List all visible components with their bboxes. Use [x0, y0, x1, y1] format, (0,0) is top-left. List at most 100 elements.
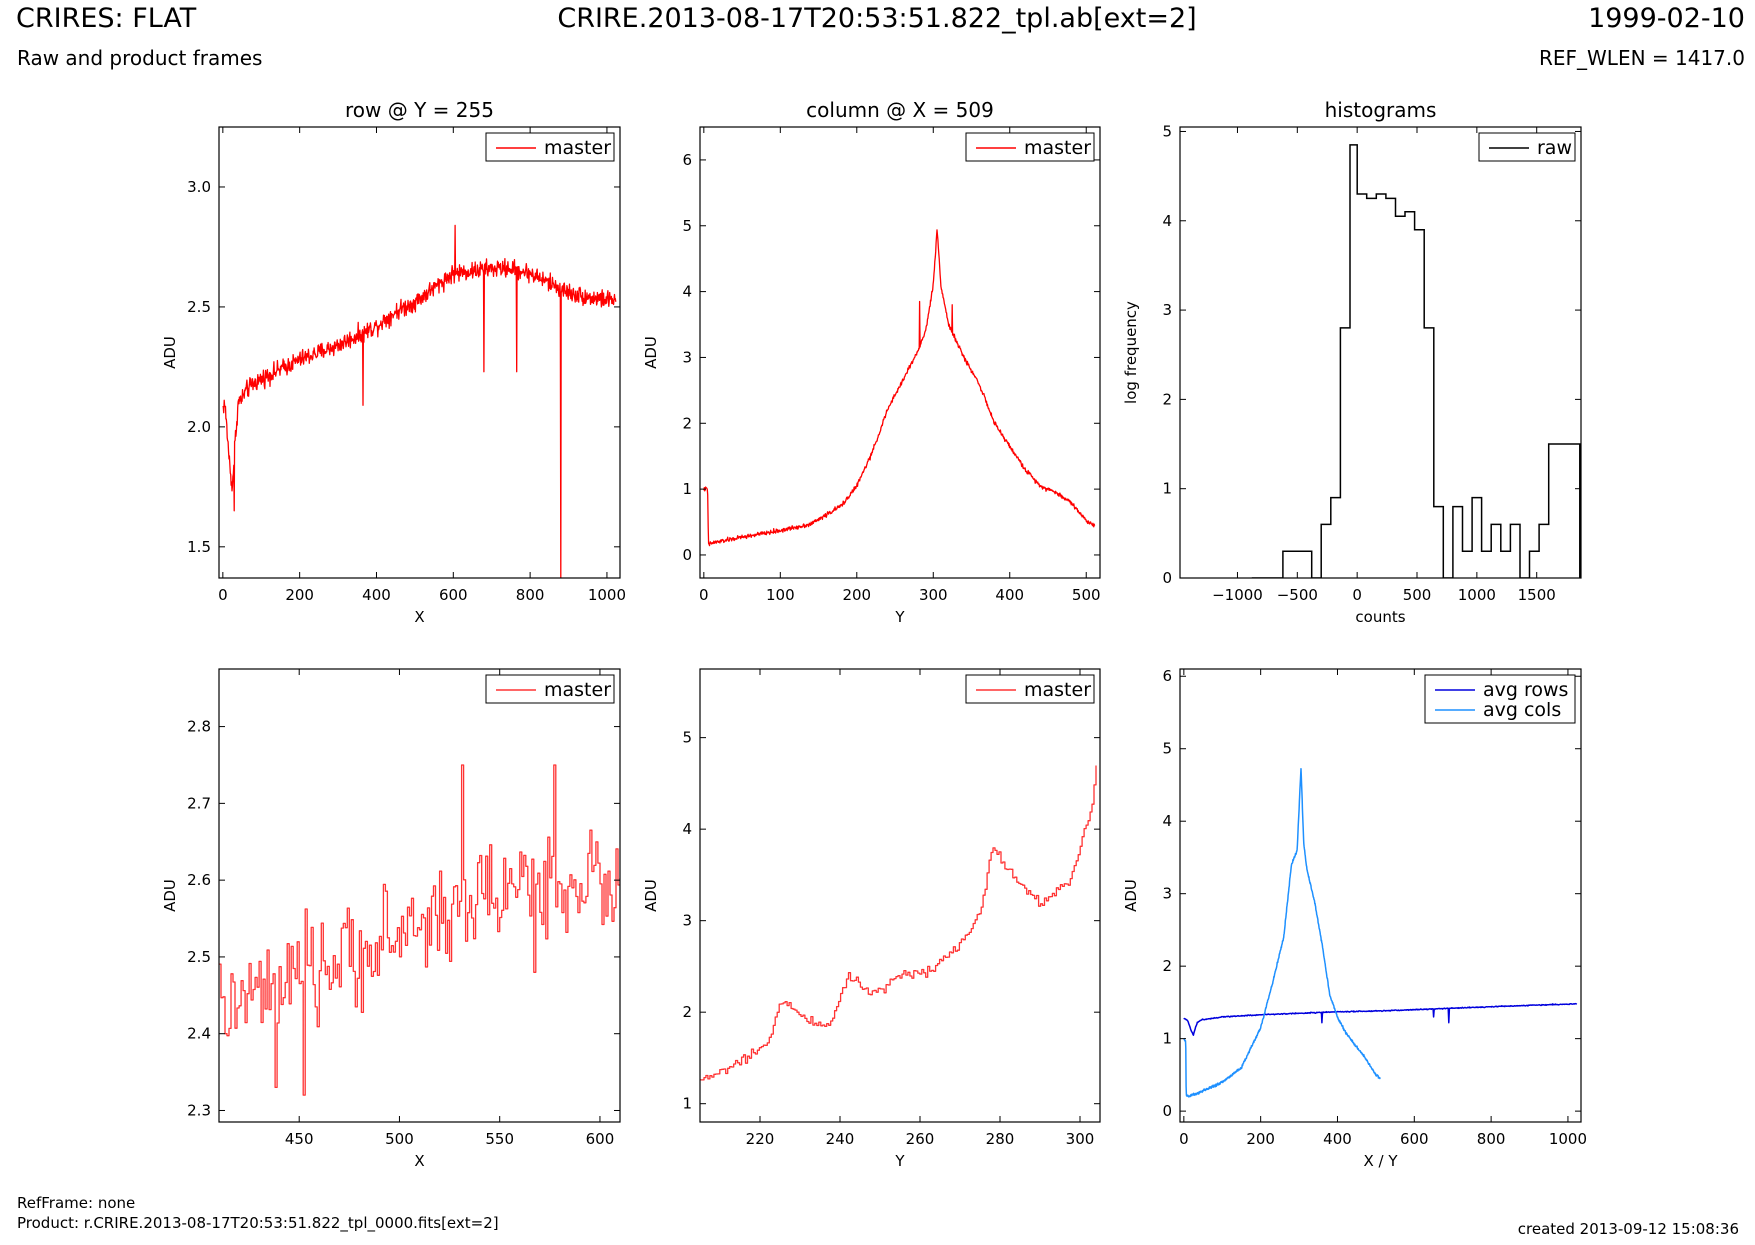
y-axis-label: ADU [161, 336, 179, 369]
y-ticks: 0 1 2 3 4 5 6 [682, 151, 1100, 564]
y-tick-label: 1 [682, 480, 692, 498]
x-tick-label: 0 [1179, 1130, 1189, 1148]
y-ticks: 1.5 2.0 2.5 3.0 [187, 178, 620, 556]
legend: master [965, 674, 1095, 704]
y-tick-label: 2.7 [187, 794, 211, 812]
x-tick-label: 400 [995, 586, 1024, 604]
y-ticks: 0 1 2 3 4 5 6 [1162, 667, 1581, 1120]
y-tick-label: 2.6 [187, 871, 211, 889]
chart-column: 0 100 200 300 400 500 0 1 2 3 4 5 6 column @ X = 509 Y… [642, 98, 1101, 626]
y-tick-label: 6 [1162, 667, 1172, 685]
x-axis-label: X [414, 608, 424, 626]
x-axis-label: X [414, 1152, 424, 1170]
y-axis-label: ADU [161, 879, 179, 912]
y-ticks: 2.3 2.4 2.5 2.6 2.7 2.8 [187, 718, 620, 1119]
axes-frame [1179, 668, 1582, 1123]
plot-area-column-zoom [700, 765, 1097, 1081]
x-tick-label: 300 [919, 586, 948, 604]
x-tick-label: 1000 [1458, 586, 1496, 604]
x-tick-label: −500 [1277, 586, 1318, 604]
x-tick-label: 280 [986, 1130, 1015, 1148]
x-axis-label: X / Y [1363, 1152, 1398, 1170]
plot-area-row [222, 224, 617, 578]
y-tick-label: 1 [1162, 1030, 1172, 1048]
y-tick-label: 3 [682, 348, 692, 366]
x-tick-label: 1500 [1518, 586, 1556, 604]
histogram-raw [1251, 144, 1581, 578]
page-subtitle: Raw and product frames [17, 46, 263, 70]
y-tick-label: 0 [1162, 1102, 1172, 1120]
y-tick-label: 1 [682, 1095, 692, 1113]
y-tick-label: 3 [682, 912, 692, 930]
axes-frame [699, 126, 1101, 579]
chart-column-zoom: 220 240 260 280 300 1 2 3 4 5 Y ADU master [642, 668, 1101, 1170]
series-master-line [222, 224, 617, 578]
x-axis-label: Y [894, 608, 905, 626]
legend-box [1478, 132, 1576, 162]
y-tick-label: 0 [1162, 569, 1172, 587]
x-tick-label: 200 [285, 586, 314, 604]
y-axis-label: ADU [642, 879, 660, 912]
legend-entry: master [544, 679, 611, 701]
x-tick-label: 220 [746, 1130, 775, 1148]
chart-histograms: −1000 −500 0 500 1000 1500 0 1 2 3 4 5 histograms cou… [1122, 98, 1582, 626]
y-ticks: 1 2 3 4 5 [682, 729, 1100, 1113]
chart-title: histograms [1325, 98, 1437, 122]
legend-entry: raw [1537, 137, 1572, 159]
x-tick-label: 0 [1352, 586, 1362, 604]
x-tick-label: 240 [826, 1130, 855, 1148]
x-tick-label: 600 [586, 1130, 615, 1148]
y-tick-label: 2.5 [187, 948, 211, 966]
axes-frame [699, 668, 1101, 1123]
legend-entry: master [1024, 679, 1091, 701]
y-tick-label: 3 [1162, 885, 1172, 903]
y-tick-label: 2 [682, 414, 692, 432]
series-avg-rows-line [1183, 1002, 1578, 1036]
x-tick-label: 0 [699, 586, 709, 604]
y-tick-label: 2 [1162, 957, 1172, 975]
x-ticks: 220 240 260 280 300 [746, 669, 1094, 1148]
x-tick-label: 600 [439, 586, 468, 604]
legend: raw [1478, 132, 1576, 162]
y-tick-label: 3.0 [187, 178, 211, 196]
legend-entry: avg rows [1483, 679, 1568, 701]
y-tick-label: 5 [682, 729, 692, 747]
legend-entry: master [544, 137, 611, 159]
legend-entry: avg cols [1483, 699, 1561, 721]
legend: master [485, 132, 615, 162]
plot-area-row-zoom [219, 764, 620, 1096]
x-tick-label: 260 [906, 1130, 935, 1148]
x-tick-label: 500 [1072, 586, 1101, 604]
x-ticks: 0 100 200 300 400 500 [699, 127, 1101, 604]
x-tick-label: 0 [218, 586, 228, 604]
y-tick-label: 2.8 [187, 718, 211, 736]
x-tick-label: 800 [516, 586, 545, 604]
series-master-line [219, 764, 620, 1096]
y-tick-label: 2.3 [187, 1101, 211, 1119]
x-tick-label: 400 [362, 586, 391, 604]
ref-wlen-label: REF_WLEN = 1417.0 [1538, 46, 1745, 70]
file-name: CRIRE.2013-08-17T20:53:51.822_tpl.ab[ext… [557, 3, 1197, 34]
x-axis-label: Y [894, 1152, 905, 1170]
chart-title: column @ X = 509 [806, 98, 994, 122]
axes-frame [1179, 126, 1582, 579]
y-tick-label: 2 [1162, 390, 1172, 408]
page-title: CRIRES: FLAT [16, 3, 197, 34]
legend-box [965, 132, 1095, 162]
y-tick-label: 4 [682, 283, 692, 301]
x-tick-label: −1000 [1212, 586, 1263, 604]
date-label: 1999-02-10 [1588, 3, 1745, 34]
x-ticks: 450 500 550 600 [285, 669, 614, 1148]
series-master-line [700, 765, 1097, 1081]
y-tick-label: 3 [1162, 301, 1172, 319]
x-tick-label: 400 [1323, 1130, 1352, 1148]
y-ticks: 0 1 2 3 4 5 [1162, 122, 1581, 587]
y-tick-label: 4 [682, 820, 692, 838]
axes-frame [218, 126, 621, 579]
y-tick-label: 1 [1162, 480, 1172, 498]
x-ticks: −1000 −500 0 500 1000 1500 [1212, 127, 1556, 604]
x-tick-label: 1000 [1549, 1130, 1587, 1148]
y-tick-label: 2.4 [187, 1025, 211, 1043]
series-avg-cols-line [1183, 767, 1381, 1098]
